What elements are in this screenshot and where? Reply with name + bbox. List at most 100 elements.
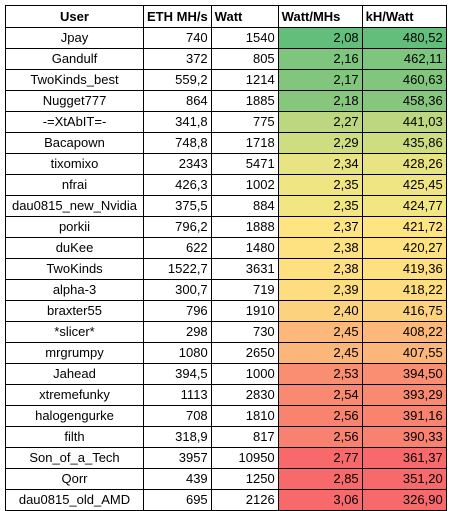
cell-kh-per-watt: 462,11 xyxy=(361,48,447,70)
cell-watt: 5471 xyxy=(210,153,279,175)
table-row: porkii 796,2 1888 2,37 421,72 xyxy=(5,216,447,238)
cell-watt: 1250 xyxy=(210,468,279,490)
cell-watt-per-mhs: 2,85 xyxy=(277,468,363,490)
table-row: Jahead 394,5 1000 2,53 394,50 xyxy=(5,363,447,385)
cell-user: Nugget777 xyxy=(5,90,144,112)
cell-eth-mhs: 864 xyxy=(143,90,212,112)
cell-watt: 884 xyxy=(210,195,279,217)
cell-user: xtremefunky xyxy=(5,384,144,406)
cell-kh-per-watt: 480,52 xyxy=(361,27,447,49)
cell-watt: 2830 xyxy=(210,384,279,406)
cell-eth-mhs: 298 xyxy=(143,321,212,343)
cell-user: mrgrumpy xyxy=(5,342,144,364)
column-header-watt-per-mhs: Watt/MHs xyxy=(277,5,363,28)
cell-watt-per-mhs: 2,77 xyxy=(277,447,363,469)
cell-user: halogengurke xyxy=(5,405,144,427)
cell-user: Bacapown xyxy=(5,132,144,154)
cell-watt-per-mhs: 2,56 xyxy=(277,405,363,427)
cell-kh-per-watt: 391,16 xyxy=(361,405,447,427)
cell-watt: 2650 xyxy=(210,342,279,364)
cell-kh-per-watt: 420,27 xyxy=(361,237,447,259)
cell-user: TwoKinds xyxy=(5,258,144,280)
cell-kh-per-watt: 326,90 xyxy=(361,489,447,511)
cell-eth-mhs: 748,8 xyxy=(143,132,212,154)
cell-watt-per-mhs: 2,56 xyxy=(277,426,363,448)
table-row: dau0815_old_AMD 695 2126 3,06 326,90 xyxy=(5,489,447,511)
cell-watt: 1888 xyxy=(210,216,279,238)
cell-watt: 1000 xyxy=(210,363,279,385)
table-row: -=XtAbIT=- 341,8 775 2,27 441,03 xyxy=(5,111,447,133)
table-row: halogengurke 708 1810 2,56 391,16 xyxy=(5,405,447,427)
cell-eth-mhs: 740 xyxy=(143,27,212,49)
cell-watt: 1480 xyxy=(210,237,279,259)
cell-eth-mhs: 796,2 xyxy=(143,216,212,238)
cell-eth-mhs: 695 xyxy=(143,489,212,511)
cell-kh-per-watt: 394,50 xyxy=(361,363,447,385)
mining-efficiency-table: User ETH MH/s Watt Watt/MHs kH/Watt Jpay… xyxy=(5,5,447,511)
cell-watt: 1810 xyxy=(210,405,279,427)
cell-kh-per-watt: 424,77 xyxy=(361,195,447,217)
cell-watt: 3631 xyxy=(210,258,279,280)
header-row: User ETH MH/s Watt Watt/MHs kH/Watt xyxy=(5,5,447,28)
cell-watt-per-mhs: 2,08 xyxy=(277,27,363,49)
cell-watt: 805 xyxy=(210,48,279,70)
cell-watt-per-mhs: 2,40 xyxy=(277,300,363,322)
cell-watt-per-mhs: 2,39 xyxy=(277,279,363,301)
table-row: tixomixo 2343 5471 2,34 428,26 xyxy=(5,153,447,175)
table-row: braxter55 796 1910 2,40 416,75 xyxy=(5,300,447,322)
cell-watt-per-mhs: 2,38 xyxy=(277,258,363,280)
cell-eth-mhs: 2343 xyxy=(143,153,212,175)
cell-watt-per-mhs: 2,45 xyxy=(277,321,363,343)
cell-kh-per-watt: 416,75 xyxy=(361,300,447,322)
table-row: *slicer* 298 730 2,45 408,22 xyxy=(5,321,447,343)
cell-kh-per-watt: 407,55 xyxy=(361,342,447,364)
cell-eth-mhs: 300,7 xyxy=(143,279,212,301)
cell-watt: 817 xyxy=(210,426,279,448)
cell-watt-per-mhs: 2,29 xyxy=(277,132,363,154)
table-row: nfrai 426,3 1002 2,35 425,45 xyxy=(5,174,447,196)
cell-eth-mhs: 708 xyxy=(143,405,212,427)
cell-eth-mhs: 1113 xyxy=(143,384,212,406)
cell-eth-mhs: 622 xyxy=(143,237,212,259)
cell-user: nfrai xyxy=(5,174,144,196)
cell-watt-per-mhs: 2,54 xyxy=(277,384,363,406)
cell-eth-mhs: 426,3 xyxy=(143,174,212,196)
cell-kh-per-watt: 425,45 xyxy=(361,174,447,196)
cell-user: Son_of_a_Tech xyxy=(5,447,144,469)
cell-user: dau0815_new_Nvidia xyxy=(5,195,144,217)
cell-user: braxter55 xyxy=(5,300,144,322)
column-header-eth-mhs: ETH MH/s xyxy=(143,5,212,28)
cell-user: Jpay xyxy=(5,27,144,49)
table-body: Jpay 740 1540 2,08 480,52 Gandulf 372 805 2,16 46… xyxy=(5,27,447,511)
cell-user: tixomixo xyxy=(5,153,144,175)
cell-user: *slicer* xyxy=(5,321,144,343)
cell-watt: 1718 xyxy=(210,132,279,154)
cell-watt: 775 xyxy=(210,111,279,133)
table-row: TwoKinds 1522,7 3631 2,38 419,36 xyxy=(5,258,447,280)
cell-eth-mhs: 559,2 xyxy=(143,69,212,91)
cell-watt-per-mhs: 2,16 xyxy=(277,48,363,70)
cell-kh-per-watt: 361,37 xyxy=(361,447,447,469)
cell-watt: 1540 xyxy=(210,27,279,49)
cell-user: TwoKinds_best xyxy=(5,69,144,91)
cell-kh-per-watt: 418,22 xyxy=(361,279,447,301)
cell-watt: 1214 xyxy=(210,69,279,91)
cell-kh-per-watt: 421,72 xyxy=(361,216,447,238)
cell-kh-per-watt: 390,33 xyxy=(361,426,447,448)
table-row: xtremefunky 1113 2830 2,54 393,29 xyxy=(5,384,447,406)
cell-eth-mhs: 318,9 xyxy=(143,426,212,448)
table-row: Bacapown 748,8 1718 2,29 435,86 xyxy=(5,132,447,154)
table-row: Qorr 439 1250 2,85 351,20 xyxy=(5,468,447,490)
cell-kh-per-watt: 460,63 xyxy=(361,69,447,91)
table-row: alpha-3 300,7 719 2,39 418,22 xyxy=(5,279,447,301)
cell-user: duKee xyxy=(5,237,144,259)
cell-user: Jahead xyxy=(5,363,144,385)
table-row: Jpay 740 1540 2,08 480,52 xyxy=(5,27,447,49)
cell-eth-mhs: 439 xyxy=(143,468,212,490)
cell-watt: 1910 xyxy=(210,300,279,322)
table-row: Son_of_a_Tech 3957 10950 2,77 361,37 xyxy=(5,447,447,469)
column-header-kh-per-watt: kH/Watt xyxy=(361,5,447,28)
cell-watt: 1885 xyxy=(210,90,279,112)
cell-user: dau0815_old_AMD xyxy=(5,489,144,511)
table-row: Gandulf 372 805 2,16 462,11 xyxy=(5,48,447,70)
